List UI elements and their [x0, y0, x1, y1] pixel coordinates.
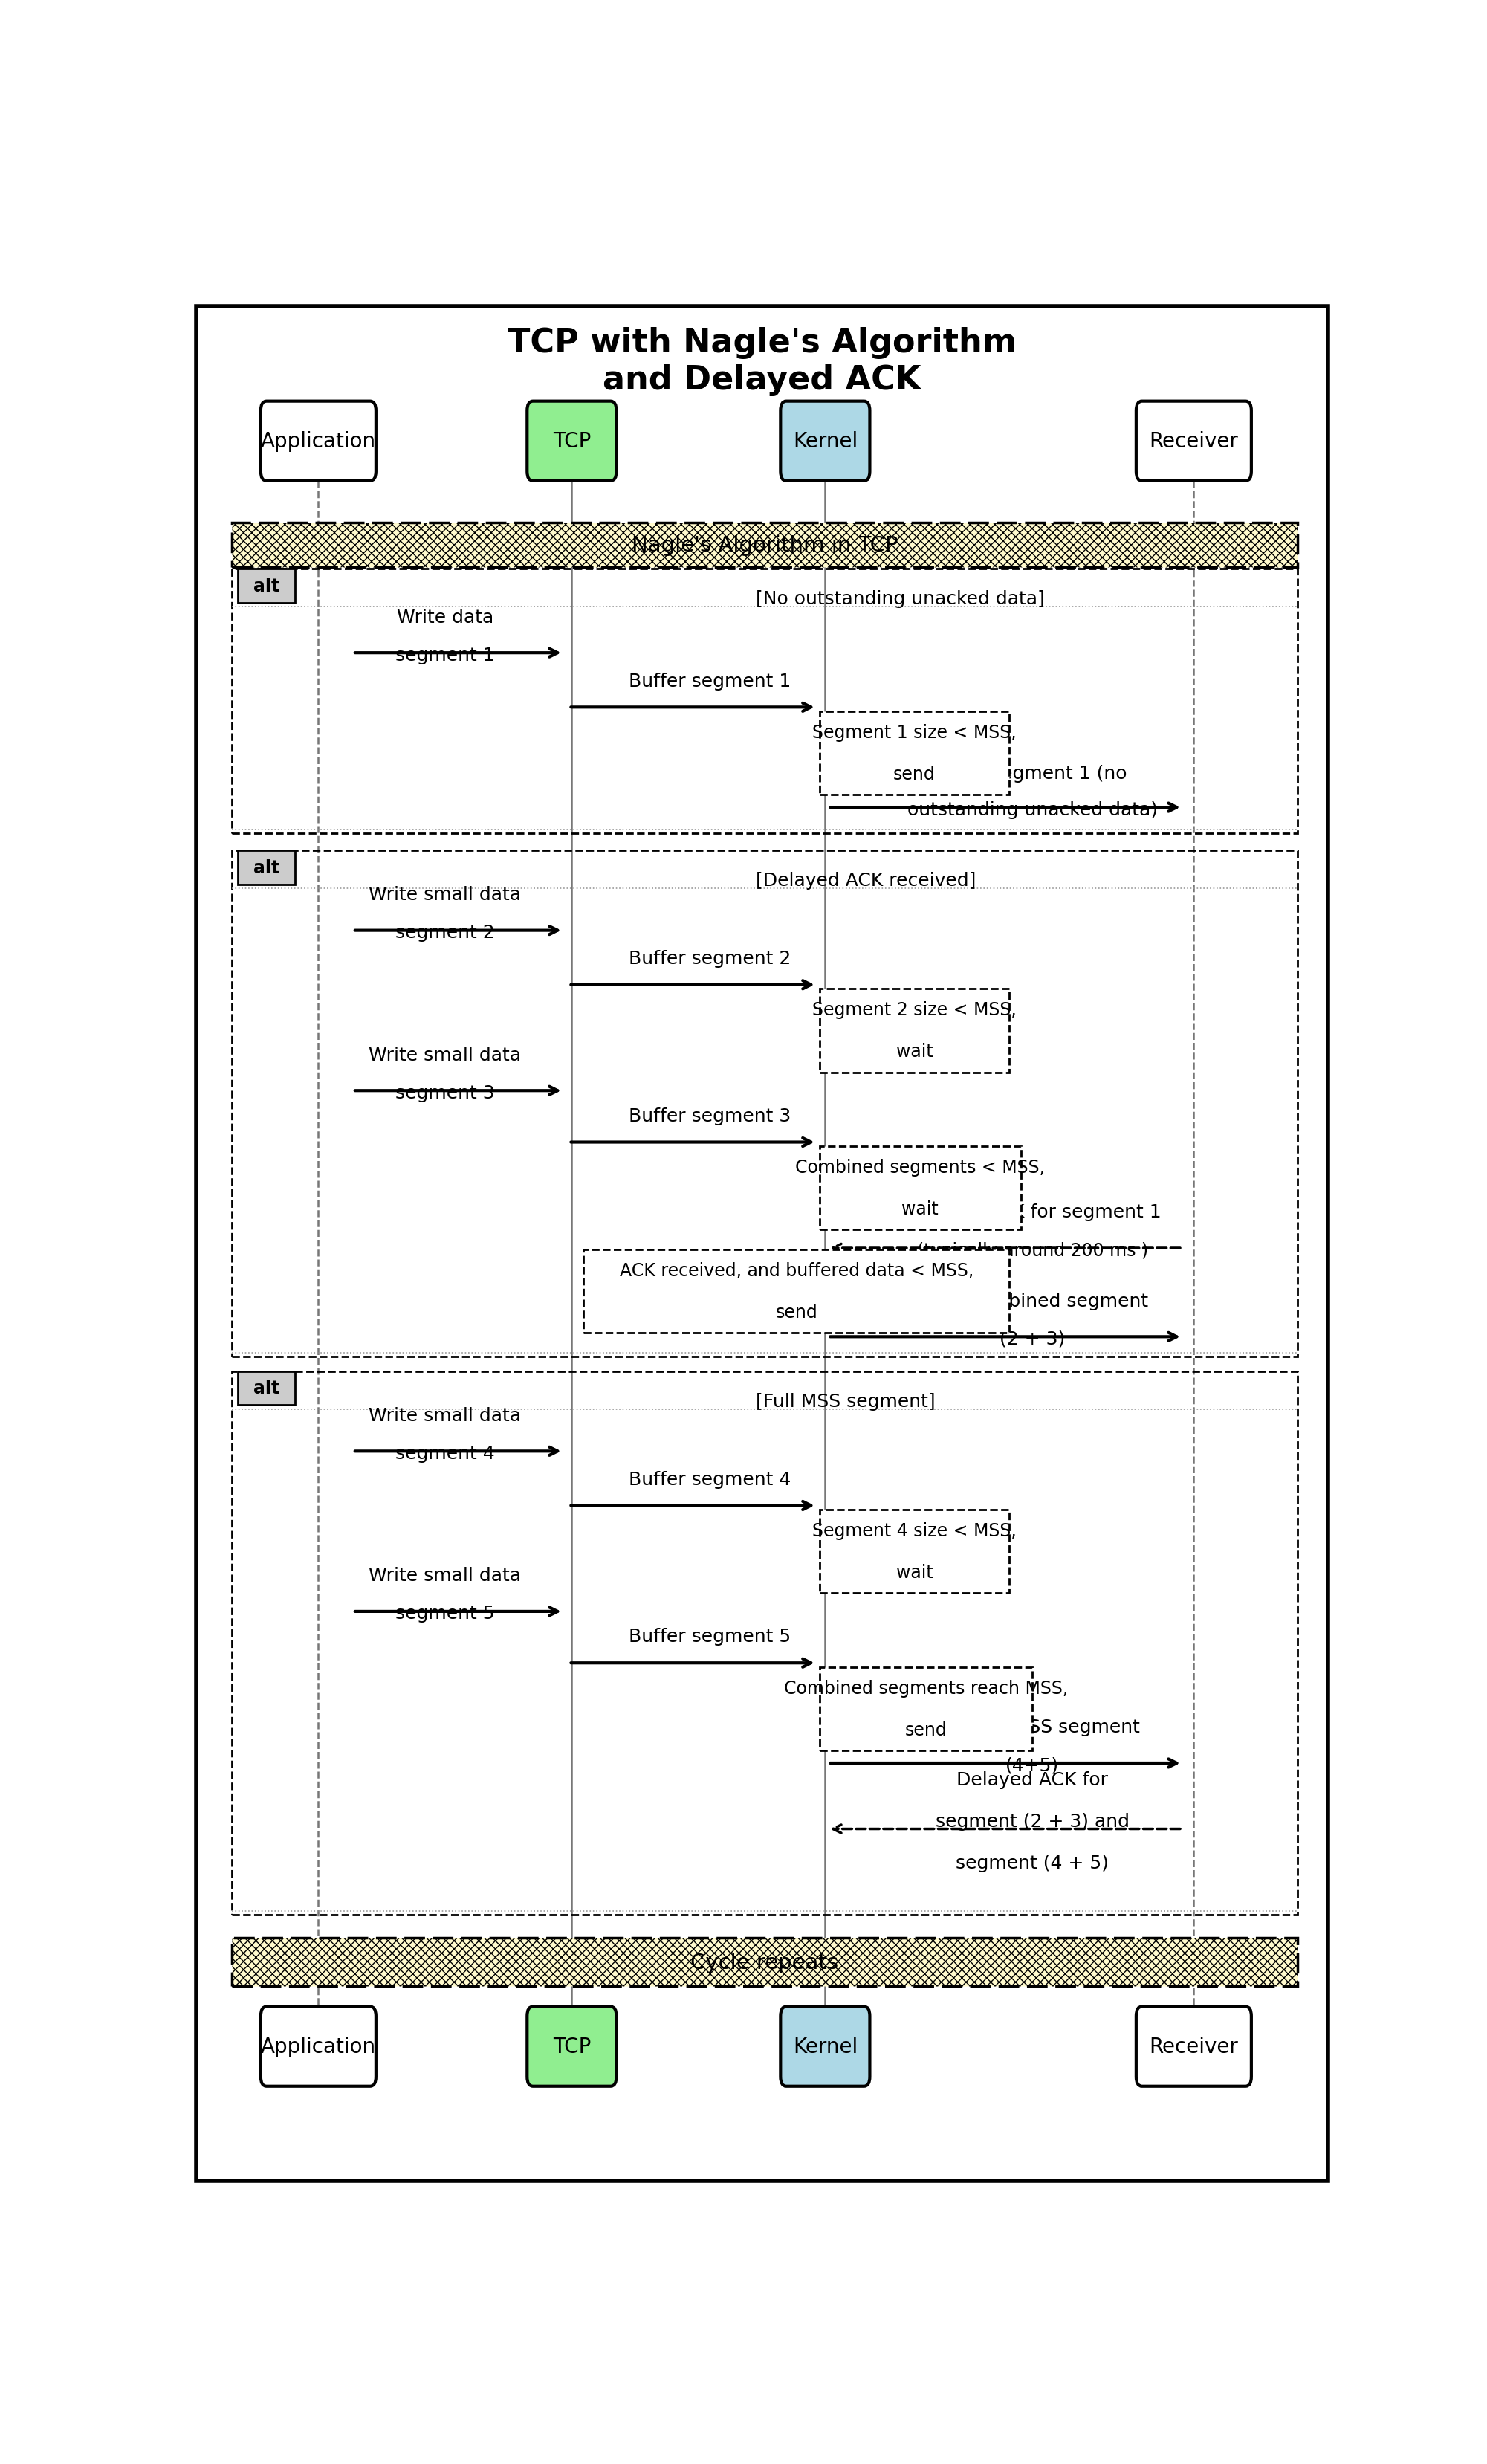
Text: segment 2: segment 2: [396, 924, 495, 941]
Text: Kernel: Kernel: [793, 2035, 858, 2057]
Bar: [232, 850, 1298, 1358]
Text: Receiver: Receiver: [1149, 2035, 1239, 2057]
Text: segment (2 + 3) and: segment (2 + 3) and: [935, 1814, 1130, 1831]
Bar: [583, 1249, 1010, 1333]
Text: send: send: [775, 1303, 818, 1321]
Text: Kernel: Kernel: [793, 431, 858, 451]
Text: outstanding unacked data): outstanding unacked data): [907, 801, 1158, 818]
Text: Delayed ACK for segment 1: Delayed ACK for segment 1: [904, 1202, 1161, 1222]
Text: Nagle's Algorithm in TCP: Nagle's Algorithm in TCP: [632, 535, 898, 557]
Bar: [232, 569, 1298, 833]
Text: Write small data: Write small data: [369, 887, 522, 904]
Bar: [819, 1668, 1032, 1749]
Text: Buffer segment 3: Buffer segment 3: [629, 1106, 791, 1126]
Text: Write data: Write data: [397, 609, 494, 626]
Text: TCP with Nagle's Algorithm
and Delayed ACK: TCP with Nagle's Algorithm and Delayed A…: [507, 328, 1017, 397]
Bar: [819, 1146, 1022, 1230]
Bar: [232, 1372, 1298, 1915]
FancyBboxPatch shape: [781, 2006, 870, 2087]
FancyBboxPatch shape: [526, 402, 617, 480]
Text: Segment 1 size < MSS,: Segment 1 size < MSS,: [812, 724, 1017, 742]
Text: (4+5): (4+5): [1005, 1757, 1059, 1774]
Text: Buffer segment 1: Buffer segment 1: [629, 673, 791, 690]
FancyBboxPatch shape: [781, 402, 870, 480]
Text: (typically around 200 ms ): (typically around 200 ms ): [917, 1242, 1148, 1259]
Text: wait: wait: [897, 1565, 932, 1582]
Text: alt: alt: [253, 860, 280, 877]
Text: Combined segments < MSS,: Combined segments < MSS,: [796, 1158, 1045, 1175]
Text: Receiver: Receiver: [1149, 431, 1239, 451]
Text: Application: Application: [260, 431, 376, 451]
Text: alt: alt: [253, 1380, 280, 1397]
Text: TCP: TCP: [553, 2035, 590, 2057]
Text: Application: Application: [260, 2035, 376, 2057]
Text: Combined segments reach MSS,: Combined segments reach MSS,: [784, 1678, 1068, 1698]
Text: Cycle repeats: Cycle repeats: [690, 1951, 839, 1974]
FancyBboxPatch shape: [1136, 2006, 1252, 2087]
Text: wait: wait: [901, 1200, 938, 1217]
Text: wait: wait: [897, 1042, 932, 1060]
Text: Write small data: Write small data: [369, 1567, 522, 1584]
Text: [No outstanding unacked data]: [No outstanding unacked data]: [755, 589, 1045, 609]
Text: Write small data: Write small data: [369, 1407, 522, 1424]
Bar: [819, 988, 1010, 1072]
Text: TCP: TCP: [553, 431, 590, 451]
Text: Segment 4 size < MSS,: Segment 4 size < MSS,: [812, 1523, 1017, 1540]
Text: segment 5: segment 5: [396, 1604, 495, 1621]
Text: ACK received, and buffered data < MSS,: ACK received, and buffered data < MSS,: [620, 1262, 974, 1279]
Text: Buffer segment 2: Buffer segment 2: [629, 949, 791, 968]
Bar: [819, 1510, 1010, 1594]
Bar: [232, 1937, 1298, 1986]
Bar: [238, 1372, 296, 1404]
Text: Buffer segment 5: Buffer segment 5: [629, 1629, 791, 1646]
FancyBboxPatch shape: [526, 2006, 617, 2087]
Text: Segment 2 size < MSS,: Segment 2 size < MSS,: [812, 1000, 1017, 1020]
FancyBboxPatch shape: [260, 402, 376, 480]
Text: Delayed ACK for: Delayed ACK for: [956, 1772, 1108, 1789]
Text: (2 + 3): (2 + 3): [999, 1331, 1065, 1348]
Text: [Delayed ACK received]: [Delayed ACK received]: [755, 872, 977, 890]
Text: Buffer segment 4: Buffer segment 4: [629, 1471, 791, 1488]
Text: alt: alt: [253, 577, 280, 596]
Text: segment 4: segment 4: [396, 1444, 495, 1461]
Text: segment 3: segment 3: [396, 1084, 495, 1101]
Text: send: send: [894, 766, 935, 784]
Text: [Full MSS segment]: [Full MSS segment]: [755, 1392, 935, 1409]
Text: Write small data: Write small data: [369, 1047, 522, 1064]
Bar: [238, 569, 296, 604]
Text: send: send: [906, 1720, 947, 1740]
Bar: [232, 522, 1298, 567]
Text: Send combined segment: Send combined segment: [916, 1291, 1148, 1311]
FancyBboxPatch shape: [1136, 402, 1252, 480]
FancyBboxPatch shape: [260, 2006, 376, 2087]
Bar: [819, 712, 1010, 796]
Bar: [238, 850, 296, 885]
Text: segment 1: segment 1: [396, 646, 495, 665]
Text: Send full MSS segment: Send full MSS segment: [925, 1717, 1141, 1737]
Text: segment (4 + 5): segment (4 + 5): [956, 1855, 1109, 1873]
Text: Send segment 1 (no: Send segment 1 (no: [938, 764, 1127, 784]
